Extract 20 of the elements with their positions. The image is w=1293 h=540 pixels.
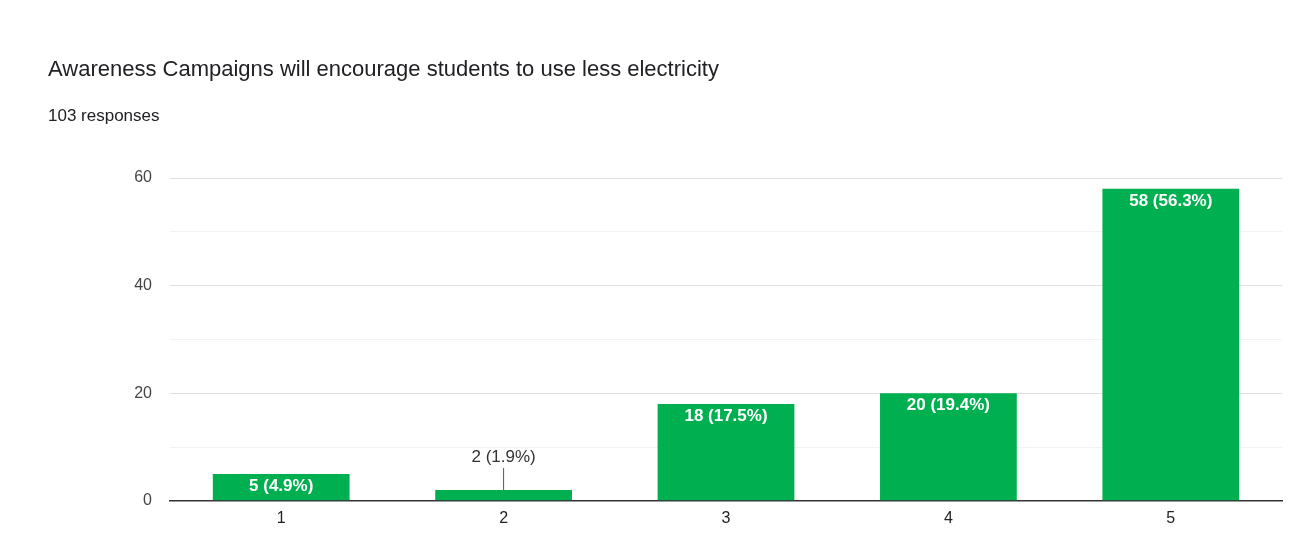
- chart-subtitle: 103 responses: [48, 106, 160, 126]
- data-label: 2 (1.9%): [471, 447, 536, 467]
- data-label: 5 (4.9%): [249, 476, 314, 496]
- x-tick-label: 4: [943, 508, 953, 526]
- x-tick-label: 5: [1166, 508, 1176, 526]
- data-label: 58 (56.3%): [1129, 190, 1213, 210]
- y-tick-label: 20: [134, 383, 153, 401]
- y-tick-label: 0: [143, 491, 153, 509]
- x-tick-label: 3: [721, 508, 731, 526]
- bar: [880, 393, 1017, 501]
- data-label: 18 (17.5%): [684, 406, 768, 426]
- data-label: 20 (19.4%): [906, 395, 990, 415]
- bar: [1102, 188, 1240, 501]
- y-tick-label: 60: [134, 168, 153, 186]
- x-tick-label: 2: [499, 508, 509, 526]
- y-tick-label: 40: [134, 276, 153, 294]
- bar: [435, 490, 572, 501]
- chart-title: Awareness Campaigns will encourage students to use less electricity: [48, 56, 719, 82]
- bar: [657, 403, 795, 501]
- x-tick-label: 1: [276, 508, 286, 526]
